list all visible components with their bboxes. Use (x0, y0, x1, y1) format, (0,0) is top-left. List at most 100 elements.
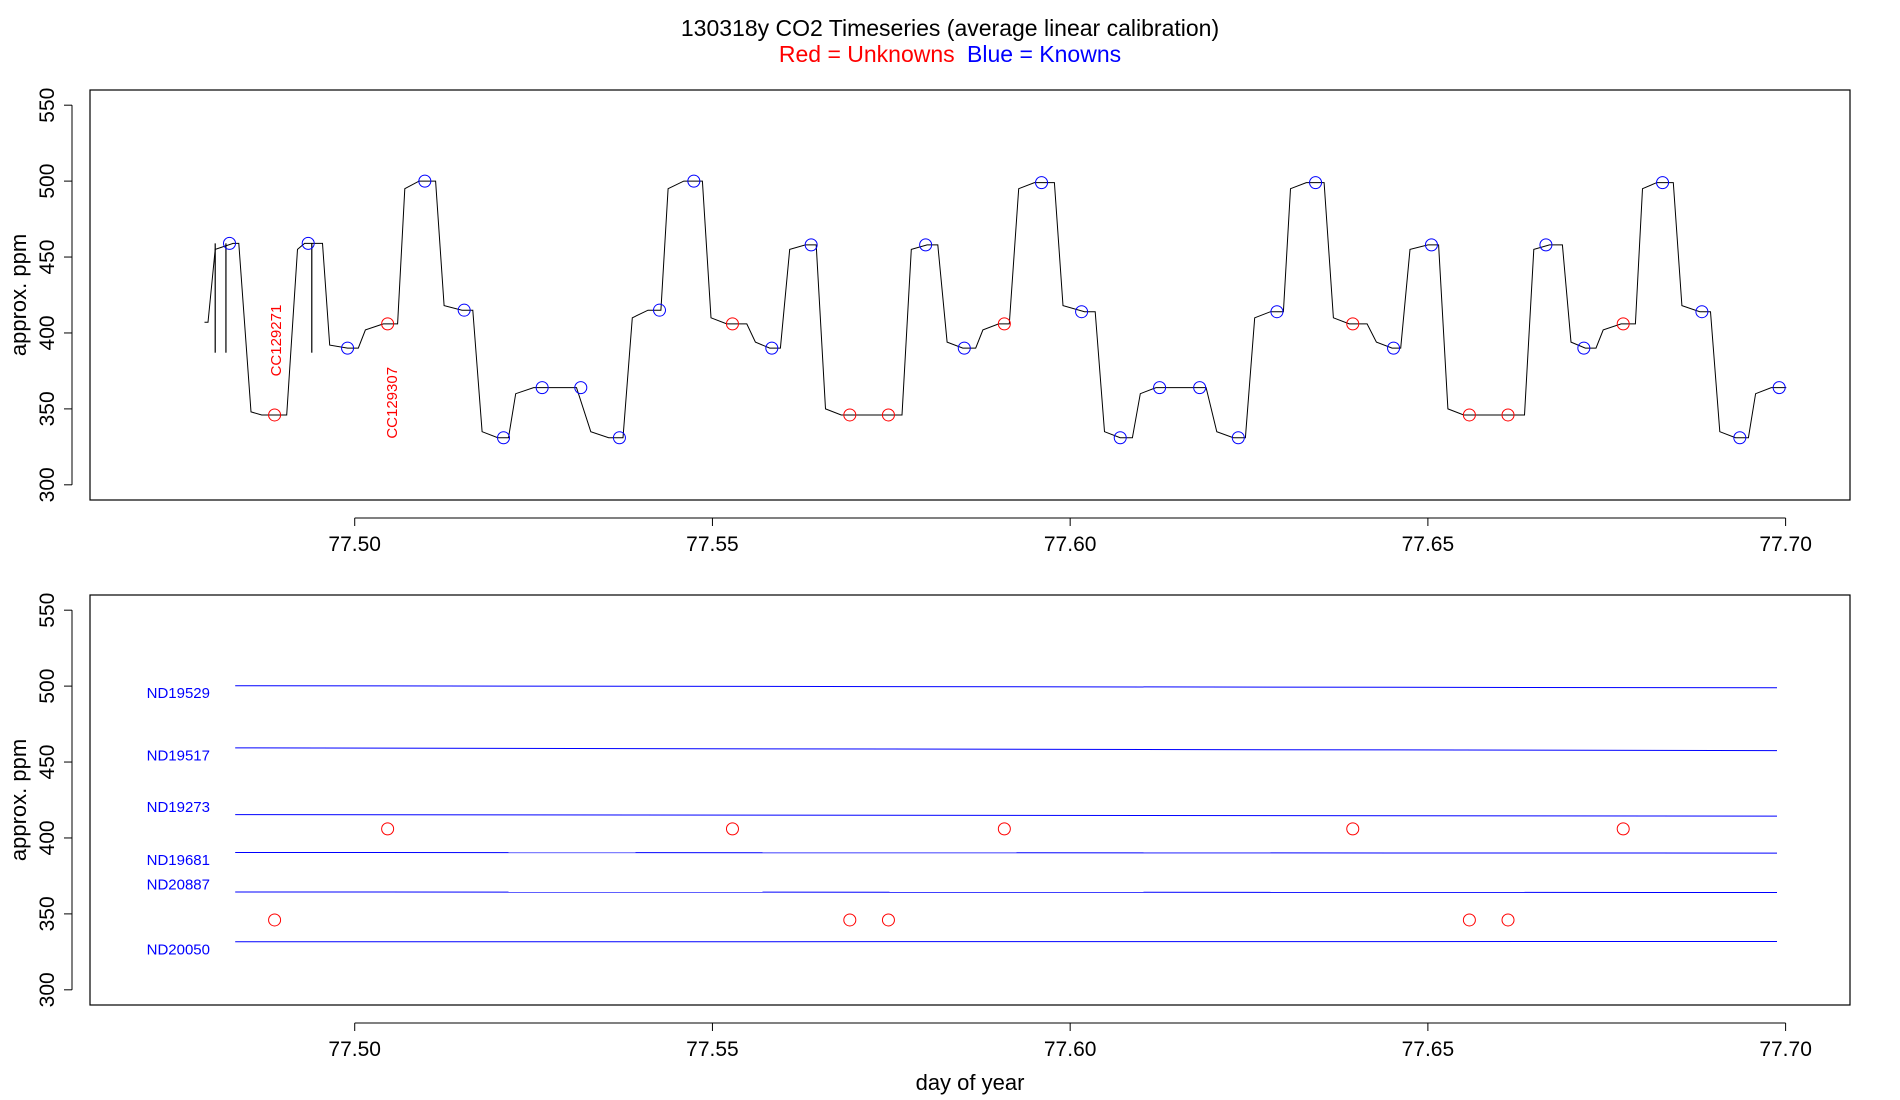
y-tick-label: 450 (36, 240, 59, 275)
known-point (765, 341, 779, 355)
y-tick-label: 450 (36, 745, 59, 780)
unknown-point (268, 913, 282, 927)
reference-line (235, 747, 1778, 752)
unknown-point (725, 822, 739, 836)
unknown-point (1616, 822, 1630, 836)
known-point (301, 236, 315, 250)
unknown-point (1346, 822, 1360, 836)
unknown-point (1462, 408, 1476, 422)
y-tick-label: 550 (36, 88, 59, 123)
y-tick-label: 400 (36, 820, 59, 855)
known-point (1193, 381, 1207, 395)
sample-annotation: CC129307 (384, 367, 401, 439)
x-tick-label: 77.55 (686, 533, 739, 556)
known-point (1695, 305, 1709, 319)
unknown-point (997, 822, 1011, 836)
unknown-point (381, 822, 395, 836)
reference-line (235, 685, 1778, 689)
y-tick-label: 350 (36, 896, 59, 931)
unknown-point (881, 408, 895, 422)
unknown-point (997, 317, 1011, 331)
known-point (1424, 238, 1438, 252)
x-tick-label: 77.60 (1044, 533, 1097, 556)
known-point (919, 238, 933, 252)
known-point (652, 303, 666, 317)
reference-line (235, 814, 1778, 817)
unknown-point (1616, 317, 1630, 331)
known-point (1075, 305, 1089, 319)
x-axis: 77.50 77.55 77.60 77.65 77.70 (328, 517, 1812, 556)
known-point (1153, 381, 1167, 395)
reference-line-label: ND20887 (147, 876, 210, 893)
legend-knowns: Blue = Knowns (967, 41, 1121, 67)
y-axis-label: approx. ppm (6, 234, 31, 356)
y-axis-label: approx. ppm (6, 739, 31, 861)
x-tick-label: 77.50 (328, 533, 381, 556)
y-tick-label: 500 (36, 164, 59, 199)
unknown-point (1501, 913, 1515, 927)
y-tick-label: 400 (36, 315, 59, 350)
y-tick-label: 300 (36, 972, 59, 1007)
unknown-point (1501, 408, 1515, 422)
y-tick-label: 300 (36, 467, 59, 502)
y-axis: 300 350 400 450 500 550 (36, 593, 73, 1007)
known-point (497, 431, 511, 445)
unknown-point (881, 913, 895, 927)
known-point (1035, 176, 1049, 190)
unknown-point (725, 317, 739, 331)
known-point (341, 341, 355, 355)
known-point (1113, 431, 1127, 445)
known-point (612, 431, 626, 445)
known-point (1772, 381, 1786, 395)
reference-line-label: ND19517 (147, 748, 210, 765)
y-tick-label: 550 (36, 593, 59, 628)
reference-line-label: ND19273 (147, 799, 210, 816)
unknown-point (1462, 913, 1476, 927)
known-point (457, 303, 471, 317)
known-point (574, 381, 588, 395)
known-point (1270, 305, 1284, 319)
x-axis: 77.50 77.55 77.60 77.65 77.70 (328, 1022, 1812, 1061)
unknown-point (843, 408, 857, 422)
plot-frame (89, 594, 1851, 1006)
x-tick-label: 77.70 (1759, 1038, 1812, 1061)
x-tick-label: 77.50 (328, 1038, 381, 1061)
unknown-point (1346, 317, 1360, 331)
known-point (687, 174, 701, 188)
x-tick-label: 77.55 (686, 1038, 739, 1061)
sample-annotation: CC129271 (268, 305, 285, 377)
known-point (1577, 341, 1591, 355)
y-tick-label: 350 (36, 391, 59, 426)
known-point (1231, 431, 1245, 445)
unknown-point (843, 913, 857, 927)
known-point (1387, 341, 1401, 355)
x-tick-label: 77.70 (1759, 533, 1812, 556)
reference-line-label: ND19529 (147, 685, 210, 702)
reference-line (235, 852, 1778, 854)
reference-line-label: ND19681 (147, 852, 210, 869)
known-point (1656, 176, 1670, 190)
co2-trace-line (204, 180, 1787, 439)
plot-frame (89, 89, 1851, 501)
known-point (957, 341, 971, 355)
y-axis: 300 350 400 450 500 550 (36, 88, 73, 502)
known-point (1733, 431, 1747, 445)
x-axis-label: day of year (916, 1070, 1025, 1095)
x-tick-label: 77.65 (1402, 533, 1455, 556)
y-tick-label: 500 (36, 669, 59, 704)
known-point (223, 236, 237, 250)
known-point (804, 238, 818, 252)
legend-unknowns: Red = Unknowns (779, 41, 955, 67)
chart-header: 130318y CO2 Timeseries (average linear c… (681, 15, 1219, 67)
known-point (1539, 238, 1553, 252)
reference-line (235, 891, 1778, 893)
x-tick-label: 77.65 (1402, 1038, 1455, 1061)
known-point (1309, 176, 1323, 190)
x-tick-label: 77.60 (1044, 1038, 1097, 1061)
unknown-point (268, 408, 282, 422)
chart-title: 130318y CO2 Timeseries (average linear c… (681, 15, 1219, 41)
chart-legend: Red = Unknowns Blue = Knowns (779, 41, 1121, 67)
